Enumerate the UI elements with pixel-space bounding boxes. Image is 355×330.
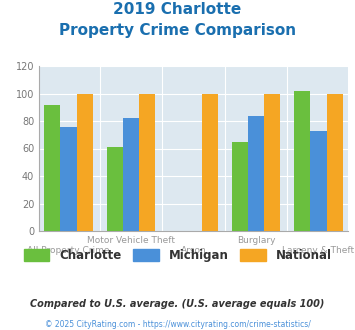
Bar <box>139 93 155 231</box>
Bar <box>294 91 310 231</box>
Bar <box>202 93 218 231</box>
Legend: Charlotte, Michigan, National: Charlotte, Michigan, National <box>19 244 336 266</box>
Bar <box>264 93 280 231</box>
Text: Property Crime Comparison: Property Crime Comparison <box>59 23 296 38</box>
Bar <box>77 93 93 231</box>
Text: Motor Vehicle Theft: Motor Vehicle Theft <box>87 236 175 245</box>
Text: 2019 Charlotte: 2019 Charlotte <box>113 2 242 16</box>
Bar <box>107 147 123 231</box>
Bar <box>60 126 77 231</box>
Bar <box>248 115 264 231</box>
Text: Compared to U.S. average. (U.S. average equals 100): Compared to U.S. average. (U.S. average … <box>30 299 325 309</box>
Text: Arson: Arson <box>181 246 206 255</box>
Text: All Property Crime: All Property Crime <box>27 246 110 255</box>
Bar <box>44 105 60 231</box>
Bar <box>327 93 343 231</box>
Text: © 2025 CityRating.com - https://www.cityrating.com/crime-statistics/: © 2025 CityRating.com - https://www.city… <box>45 320 310 329</box>
Bar <box>232 142 248 231</box>
Bar <box>123 118 139 231</box>
Text: Burglary: Burglary <box>237 236 275 245</box>
Text: Larceny & Theft: Larceny & Theft <box>283 246 355 255</box>
Bar <box>310 131 327 231</box>
